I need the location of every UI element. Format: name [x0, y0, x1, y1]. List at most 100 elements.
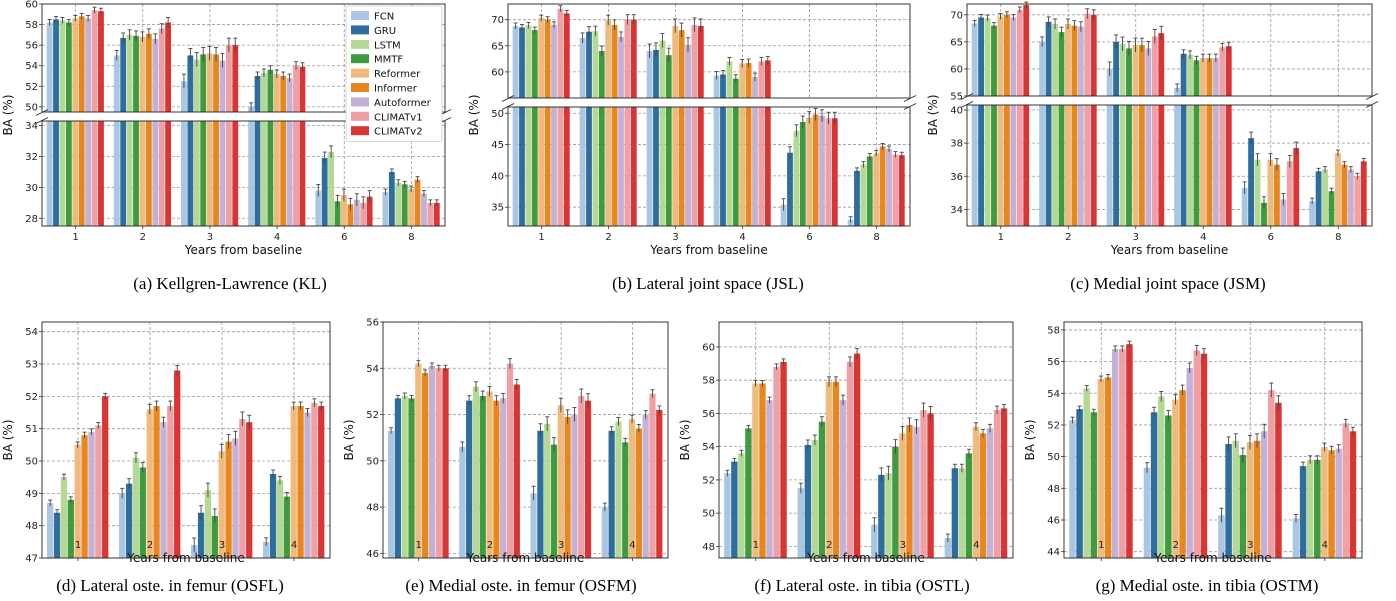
y-tick-label: 50 [25, 457, 38, 468]
bar [672, 25, 679, 98]
x-tick-label: 1 [415, 540, 421, 551]
bar [200, 121, 207, 226]
axis-break-mark [35, 117, 49, 124]
bar [304, 412, 311, 558]
x-tick-label: 2 [140, 232, 146, 243]
bar [766, 400, 773, 558]
bar [649, 393, 656, 558]
bar [672, 107, 679, 226]
bar [187, 55, 194, 112]
bar [544, 107, 551, 226]
bar [442, 368, 449, 558]
bar [598, 107, 605, 226]
y-tick-label: 52 [25, 82, 38, 93]
bar [812, 114, 819, 226]
bar [752, 77, 758, 98]
y-tick-label: 56 [702, 409, 715, 420]
bar [1071, 105, 1078, 226]
bar [1180, 53, 1187, 96]
bar [153, 406, 160, 558]
bar [1003, 105, 1010, 226]
bar [951, 468, 959, 558]
bar [1254, 159, 1261, 226]
bar [1138, 45, 1145, 96]
y-tick-label: 45 [491, 140, 504, 151]
bar [630, 19, 637, 99]
x-tick-label: 3 [1133, 232, 1139, 243]
bar [1293, 148, 1300, 226]
legend-entry: FCN [374, 12, 394, 23]
legend-swatch [351, 111, 369, 121]
bar [78, 121, 85, 226]
chart-6: 48 50 52 54 56 58 60 BA (%) 1 2 3 4 Years from basel… [678, 321, 1014, 595]
bar [353, 199, 360, 226]
bar [1151, 105, 1158, 226]
y-axis-label: BA (%) [467, 94, 481, 135]
axis-break-mark [501, 103, 515, 110]
bar [132, 457, 140, 558]
x-tick-label: 3 [558, 540, 564, 551]
y-tick-label: 50 [1047, 452, 1060, 463]
bar [885, 473, 892, 558]
bar [804, 444, 812, 558]
bar [297, 406, 304, 558]
y-tick-label: 60 [950, 64, 963, 75]
bar [98, 11, 104, 113]
bar [618, 107, 624, 226]
bar [321, 158, 328, 226]
bar [53, 121, 59, 226]
bar [59, 20, 66, 113]
y-tick-label: 65 [491, 41, 504, 52]
y-tick-label: 48 [1047, 484, 1060, 495]
bar [1090, 105, 1097, 226]
bar [579, 37, 586, 98]
bar [993, 410, 1001, 558]
bar [1045, 105, 1052, 226]
bar [218, 451, 225, 558]
bar [1158, 33, 1165, 96]
plot-frame [507, 3, 911, 99]
bar [986, 428, 994, 558]
bar [978, 17, 985, 96]
bar [653, 49, 659, 98]
bar [1003, 14, 1010, 96]
bar [898, 155, 905, 226]
x-tick-label: 1 [72, 232, 78, 243]
bar [1321, 447, 1328, 558]
bar [1097, 379, 1105, 558]
y-tick-label: 30 [25, 183, 38, 194]
bar [1119, 44, 1126, 96]
bar [1328, 191, 1335, 226]
bar [519, 107, 525, 226]
y-tick-label: 40 [950, 105, 963, 116]
bar [174, 370, 181, 558]
bar [1126, 344, 1133, 558]
bar [685, 107, 691, 226]
bar [1052, 24, 1058, 96]
bar [91, 10, 98, 112]
bar [1341, 164, 1348, 226]
bar [261, 72, 267, 112]
bar [273, 73, 280, 112]
y-tick-label: 56 [25, 41, 38, 52]
x-tick-label: 3 [672, 232, 678, 243]
bar [906, 425, 913, 558]
bar [780, 361, 787, 558]
bar [646, 51, 653, 98]
bar [586, 31, 592, 98]
y-tick-label: 55 [950, 92, 963, 103]
bar [1039, 105, 1046, 226]
bar [1219, 105, 1226, 226]
bar [759, 383, 766, 558]
y-tick-label: 51 [25, 424, 38, 435]
plot-frame [41, 321, 331, 559]
bar [1000, 408, 1008, 558]
bar [550, 444, 558, 558]
bar [665, 55, 672, 98]
y-tick-label: 52 [1047, 420, 1060, 431]
legend: FCN GRU LSTM MMTF Reformer Informer Autoformer… [345, 5, 443, 143]
bar [726, 107, 733, 226]
y-tick-label: 54 [1047, 389, 1060, 400]
x-axis-label: Years from baseline [466, 551, 584, 565]
